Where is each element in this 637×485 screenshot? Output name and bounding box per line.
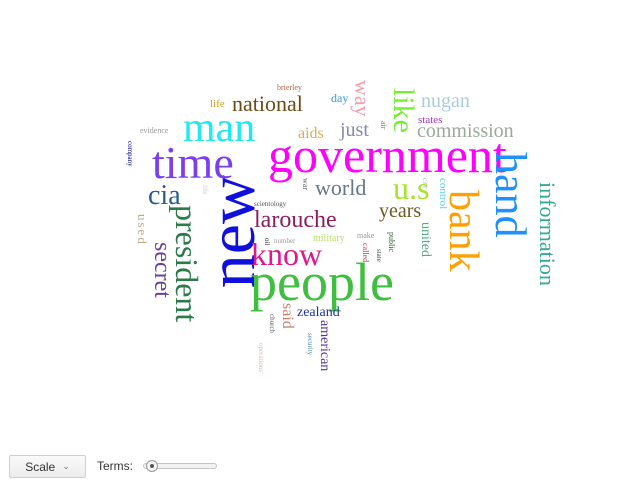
word-day[interactable]: day — [331, 91, 349, 105]
chevron-down-icon: ⌄ — [62, 461, 70, 471]
word-church[interactable]: church — [268, 314, 276, 334]
word-security[interactable]: security — [306, 333, 314, 356]
word-american[interactable]: american — [317, 320, 332, 372]
word-oil[interactable]: oil — [263, 238, 271, 246]
word-united[interactable]: united — [418, 222, 433, 257]
word-information[interactable]: information — [535, 182, 560, 286]
word-cloud: government new people time man bank hand… — [126, 80, 560, 373]
word-make[interactable]: make — [357, 231, 375, 240]
word-national[interactable]: national — [232, 91, 303, 116]
word-control[interactable]: control — [437, 178, 449, 210]
word-called[interactable]: called — [361, 243, 370, 263]
word-secret[interactable]: secret — [149, 242, 175, 298]
word-life[interactable]: life — [210, 98, 225, 110]
word-states[interactable]: states — [418, 114, 443, 126]
word-life-small[interactable]: life — [201, 185, 209, 195]
word-number[interactable]: number — [274, 237, 296, 245]
word-zealand[interactable]: zealand — [297, 305, 340, 320]
word-larouche[interactable]: larouche — [254, 207, 337, 233]
terms-label: Terms: — [97, 459, 133, 473]
word-government[interactable]: government — [268, 127, 507, 183]
word-world[interactable]: world — [315, 175, 367, 200]
word-aids[interactable]: aids — [298, 125, 324, 142]
word-know[interactable]: know — [251, 236, 323, 272]
terms-slider[interactable] — [143, 460, 217, 472]
word-commission[interactable]: commission — [417, 120, 514, 142]
word-company[interactable]: company — [126, 141, 134, 167]
word-bank[interactable]: bank — [440, 190, 486, 272]
word-evidence[interactable]: evidence — [140, 126, 169, 135]
word-said[interactable]: said — [279, 303, 296, 329]
word-like[interactable]: like — [387, 88, 420, 133]
word-war[interactable]: war — [301, 178, 310, 190]
word-military[interactable]: military — [313, 233, 345, 244]
slider-track[interactable] — [143, 463, 217, 469]
word-state[interactable]: state — [375, 249, 383, 262]
word-brierley[interactable]: brierley — [277, 83, 302, 92]
word-city[interactable]: city — [421, 178, 429, 189]
word-air[interactable]: air — [379, 121, 388, 130]
word-nugan[interactable]: nugan — [421, 90, 470, 112]
word-cia[interactable]: cia — [148, 180, 181, 211]
scale-label: Scale — [25, 459, 56, 474]
word-just[interactable]: just — [340, 119, 369, 141]
word-president[interactable]: president — [169, 205, 205, 323]
word-scientology[interactable]: scientology — [254, 200, 287, 208]
word-years[interactable]: years — [379, 200, 422, 222]
word-man[interactable]: man — [183, 105, 256, 151]
word-time[interactable]: time — [152, 137, 234, 188]
word-hand[interactable]: hand — [486, 152, 535, 238]
word-u.s[interactable]: u.s — [393, 170, 430, 206]
word-operations[interactable]: operations — [257, 343, 265, 373]
word-people[interactable]: people — [250, 252, 394, 312]
word-used[interactable]: used — [135, 214, 150, 246]
scale-dropdown[interactable]: Scale ⌄ — [9, 455, 86, 478]
word-public[interactable]: public — [387, 232, 396, 252]
slider-handle[interactable] — [146, 460, 159, 472]
word-way[interactable]: way — [350, 80, 375, 117]
